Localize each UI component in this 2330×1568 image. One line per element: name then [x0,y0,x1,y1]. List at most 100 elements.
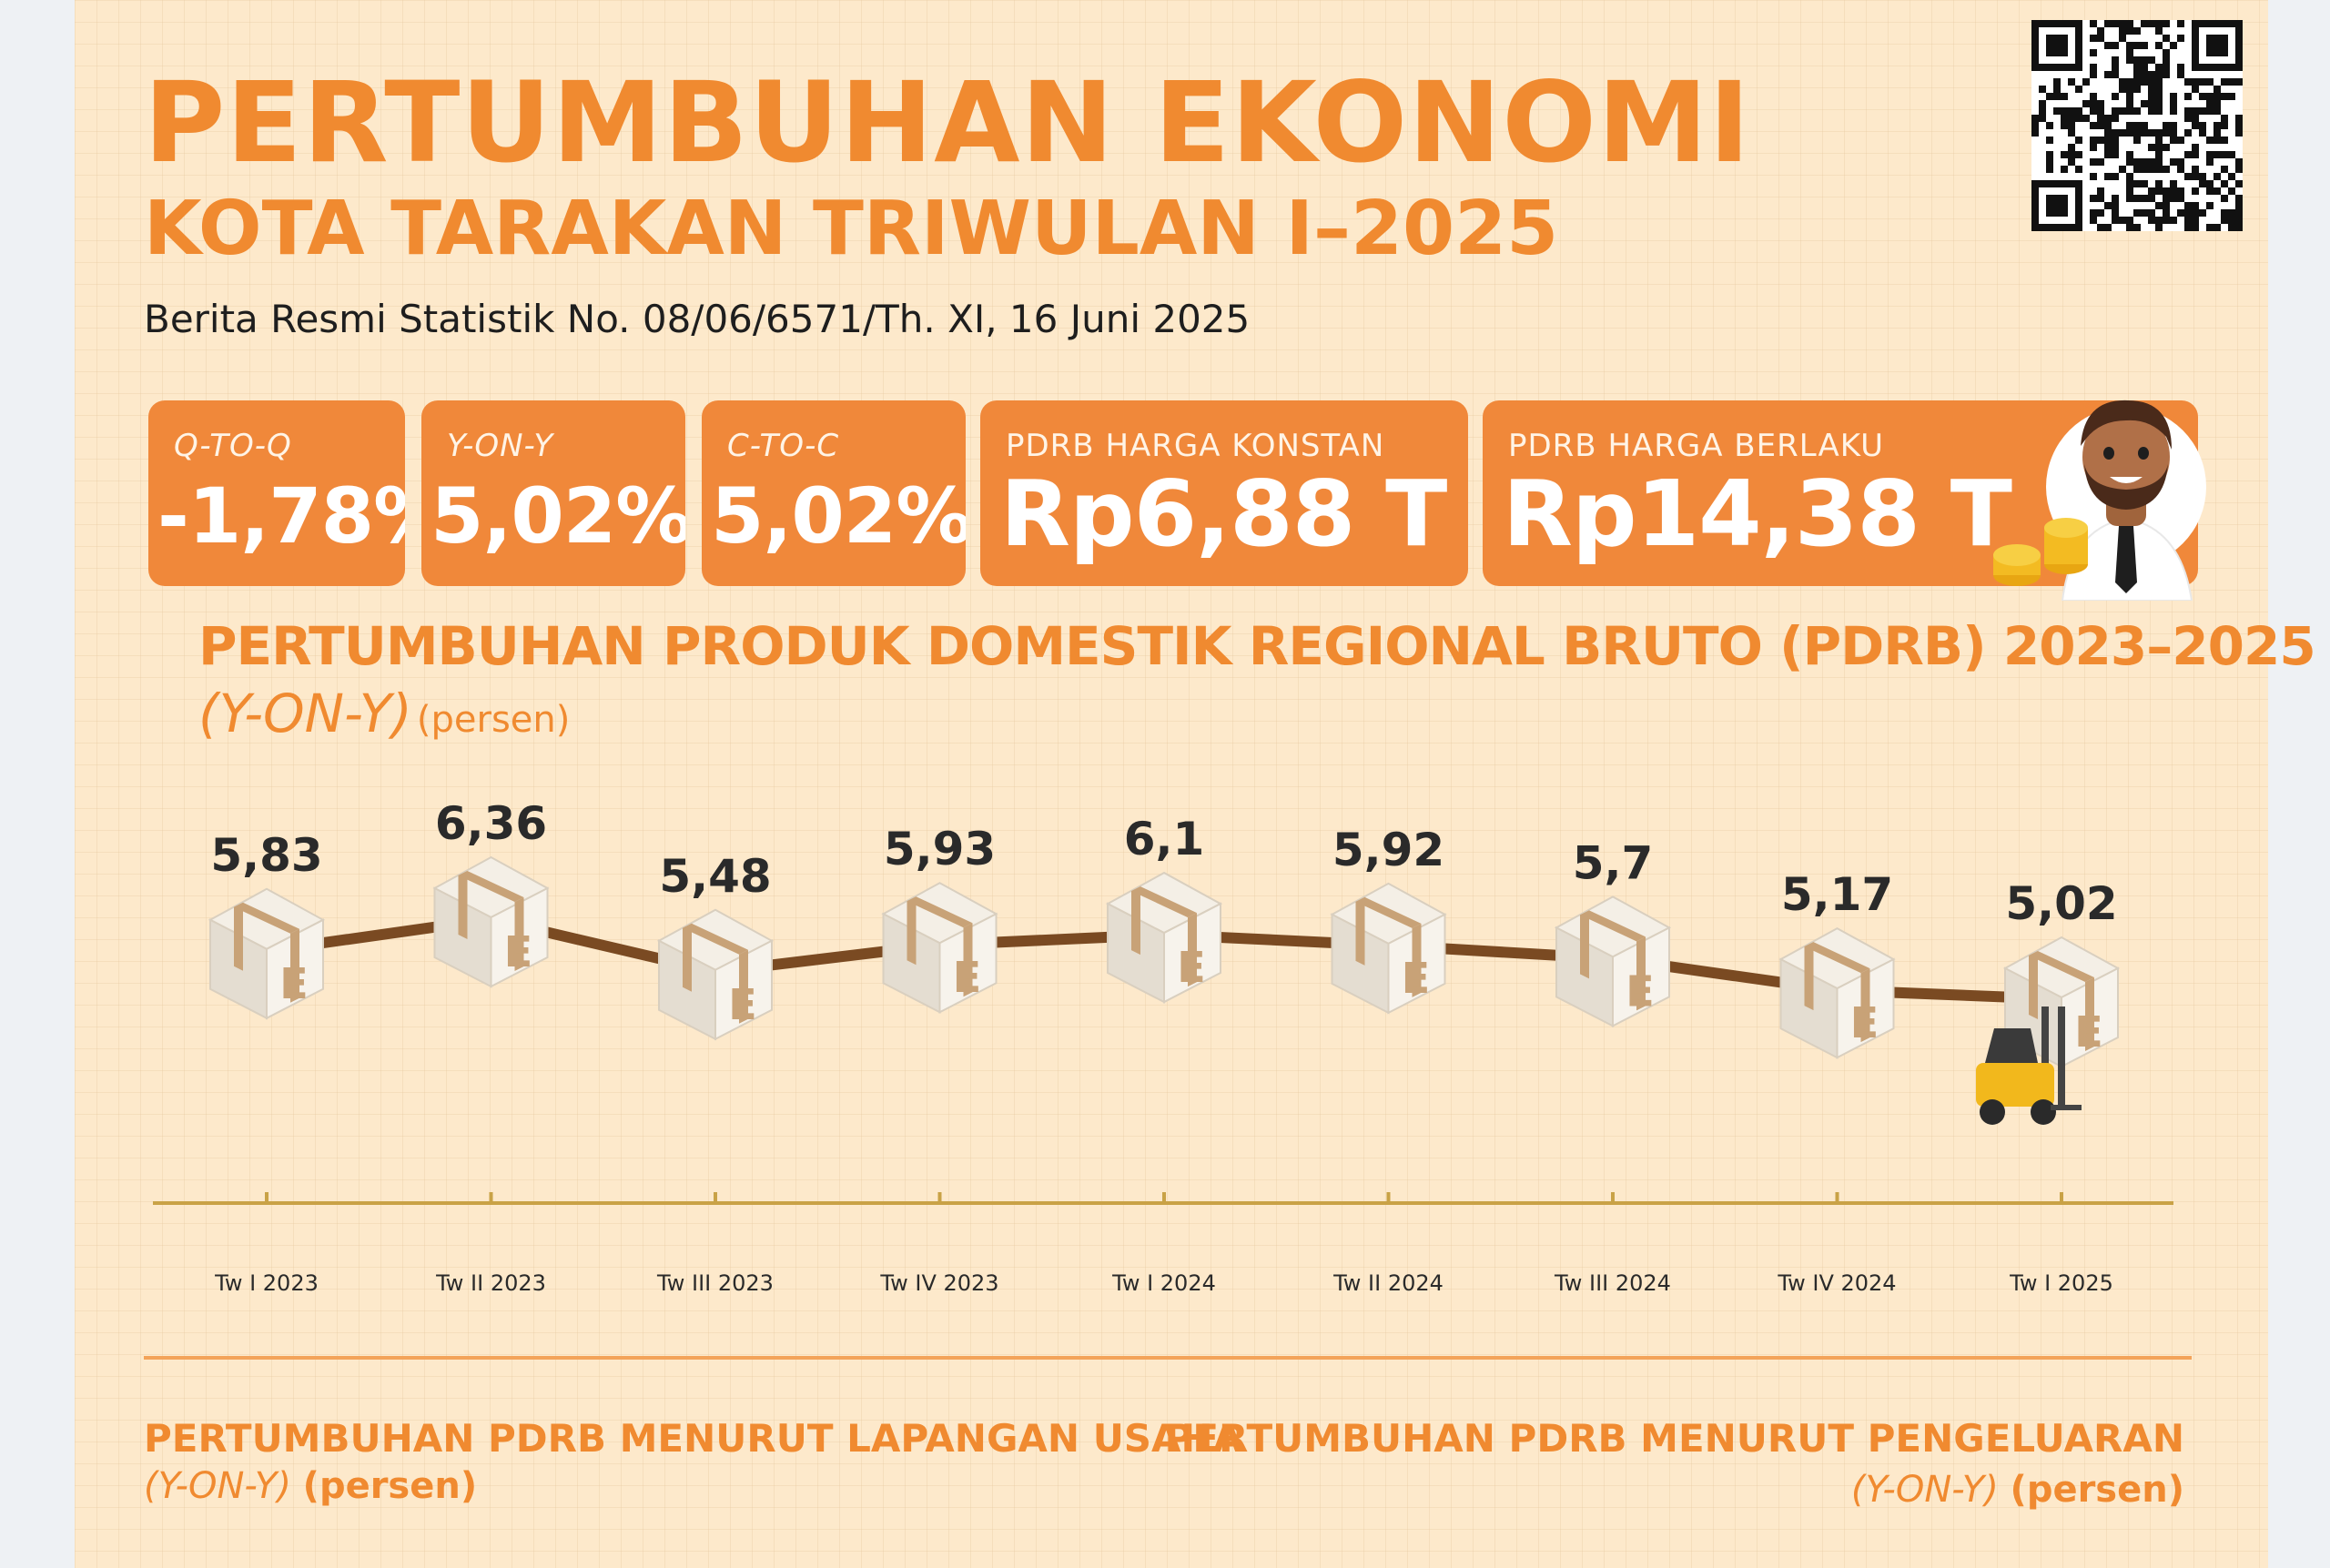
box-tape-top [1131,886,1197,918]
qr-code-icon[interactable] [2031,20,2243,231]
box-tape-top [683,923,748,955]
data-point-box-marker: E [656,908,775,1041]
data-label: 5,02 [2005,877,2117,930]
data-label: 5,92 [1332,824,1444,876]
forklift-wheel [2031,1099,2056,1125]
chart-subtitle-unit: (persen) [416,699,571,741]
box-letter: E [953,953,981,1002]
box-letter: E [728,980,756,1029]
card-value: 5,02% [431,471,685,561]
release-reference: Berita Resmi Statistik No. 08/06/6571/Th… [144,297,1251,341]
page-title: PERTUMBUHAN EKONOMI [144,58,1751,187]
box-tape-left [1804,942,1814,1011]
box-tape-right [739,949,748,1024]
page-subtitle: KOTA TARAKAN TRIWULAN I–2025 [144,186,1559,272]
forklift-mast [2041,1007,2049,1107]
card-value: -1,78% [157,471,405,561]
box-tape-right [1636,936,1646,1011]
box-letter: E [1850,998,1879,1047]
box-tape-left [1355,896,1365,966]
data-label: 5,93 [884,823,996,875]
section-subtitle-lapangan-usaha: (Y-ON-Y) (persen) [144,1465,477,1507]
box-tape-right [2085,977,2094,1051]
box-tape-left [2029,951,2038,1019]
x-tick-label: Tw II 2023 [435,1270,546,1296]
card-y-on-y: Y-ON-Y 5,02% [421,400,685,586]
x-tick-label: Tw I 2025 [2009,1270,2113,1296]
section-subtitle-pengeluaran: (Y-ON-Y) (persen) [1851,1469,2184,1511]
data-label: 5,48 [659,850,771,903]
data-point-box-marker: E [1330,882,1447,1015]
box-tape-right [1188,913,1197,987]
box-tape-left [683,923,692,992]
infographic-page [75,0,2268,1568]
section-title-lapangan-usaha: PERTUMBUHAN PDRB MENURUT LAPANGAN USAHA [144,1416,1243,1461]
section-subtitle-unit: (persen) [302,1465,478,1507]
box-letter: E [279,959,308,1008]
box-tape-top [234,902,299,934]
box-tape-right [963,923,973,997]
card-value: Rp14,38 T [1503,460,2012,567]
x-tick-label: Tw IV 2023 [879,1270,998,1296]
x-tick-label: Tw I 2024 [1111,1270,1216,1296]
box-tape-left [1131,886,1140,956]
box-letter: E [1177,943,1205,992]
data-label: 6,36 [435,797,547,850]
x-tick-label: Tw III 2024 [1554,1270,1671,1296]
box-tape-right [1412,923,1422,997]
card-label: Y-ON-Y [447,428,554,464]
data-point-box-marker: E [208,887,326,1020]
data-point-box-marker: E [1554,895,1672,1027]
box-letter: E [2074,1007,2102,1057]
box-tape-top [2029,951,2094,982]
x-tick-label: Tw I 2023 [214,1270,319,1296]
data-label: 5,83 [210,829,322,882]
x-tick-label: Tw III 2023 [656,1270,774,1296]
x-tick-label: Tw IV 2024 [1777,1270,1896,1296]
card-value: 5,02% [711,471,966,561]
data-point-box-marker: E [881,882,998,1014]
box-tape-left [1580,910,1589,979]
forklift-cab [1985,1028,2038,1063]
card-c-to-c: C-TO-C 5,02% [702,400,966,586]
card-label: Q-TO-Q [174,428,292,464]
card-q-to-q: Q-TO-Q -1,78% [148,400,405,586]
card-pdrb-konstan: PDRB HARGA KONSTAN Rp6,88 T [980,400,1468,586]
box-tape-right [290,928,299,1003]
box-letter: E [1626,966,1654,1016]
box-tape-left [458,871,468,939]
box-tape-right [1860,968,1870,1043]
chart-title: PERTUMBUHAN PRODUK DOMESTIK REGIONAL BRU… [198,615,2316,677]
data-label: 5,17 [1781,868,1893,921]
x-tick-label: Tw II 2024 [1332,1270,1444,1296]
card-value: Rp6,88 T [1000,460,1447,567]
data-point-box-marker: E [1105,871,1223,1004]
forklift-icon [1976,1007,2082,1125]
card-label: PDRB HARGA BERLAKU [1508,428,1884,464]
card-label: PDRB HARGA KONSTAN [1006,428,1385,464]
data-label: 5,7 [1573,836,1654,889]
box-tape-top [458,871,524,902]
data-point-box-marker: E [1778,927,1896,1059]
data-point-box-marker: E [432,855,550,988]
box-tape-top [1355,896,1422,928]
box-tape-top [1804,942,1870,974]
section-subtitle-period: (Y-ON-Y) [1850,1469,1999,1511]
forklift-wheel [1980,1099,2005,1125]
box-tape-left [907,896,917,966]
data-label: 6,1 [1124,813,1205,865]
section-subtitle-period: (Y-ON-Y) [144,1465,291,1507]
businessman-with-coins-icon [1993,400,2206,601]
chart-subtitle-period: (Y-ON-Y) [198,683,412,744]
forklift-fork [2051,1105,2082,1110]
forklift-body [1976,1063,2054,1107]
chart-subtitle: (Y-ON-Y) (persen) [198,683,570,744]
box-tape-left [234,902,243,971]
box-letter: E [504,927,532,976]
card-label: C-TO-C [727,428,840,464]
box-tape-right [514,897,524,971]
section-title-pengeluaran: PERTUMBUHAN PDRB MENURUT PENGELUARAN [1164,1416,2184,1461]
box-tape-top [1580,910,1646,942]
forklift-mast [2058,1007,2065,1107]
